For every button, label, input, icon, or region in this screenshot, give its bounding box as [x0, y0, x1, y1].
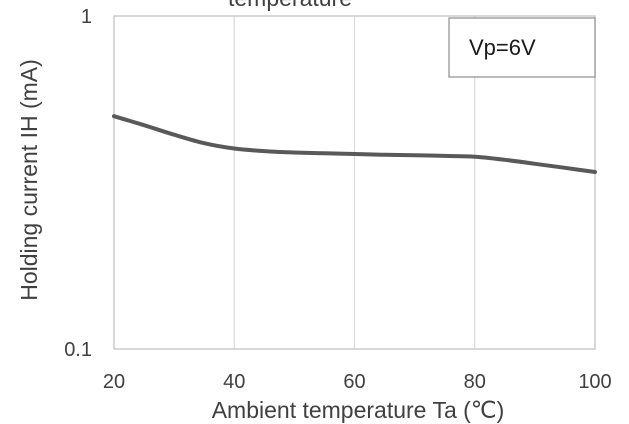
chart-title: temperature — [228, 0, 352, 11]
y-tick-label: 0.1 — [64, 339, 92, 361]
x-axis-label: Ambient temperature Ta (℃) — [212, 397, 505, 423]
x-tick-label: 100 — [578, 371, 611, 393]
x-tick-label: 20 — [103, 371, 125, 393]
legend-box — [448, 17, 596, 78]
legend-annotation: Vp=6V — [469, 35, 536, 60]
series-line — [112, 114, 597, 174]
x-tick-labels: 20 40 60 80 100 — [103, 371, 612, 393]
x-tick-label: 80 — [464, 371, 486, 393]
plot-area — [113, 15, 596, 350]
grid-lines — [233, 16, 476, 349]
x-tick-label: 60 — [343, 371, 365, 393]
x-tick-label: 40 — [223, 371, 245, 393]
plot-frame — [113, 15, 596, 350]
y-tick-label: 1 — [81, 6, 92, 28]
y-tick-labels: 0.11 — [64, 6, 92, 361]
y-axis-label: Holding current IH (mA) — [16, 59, 42, 301]
